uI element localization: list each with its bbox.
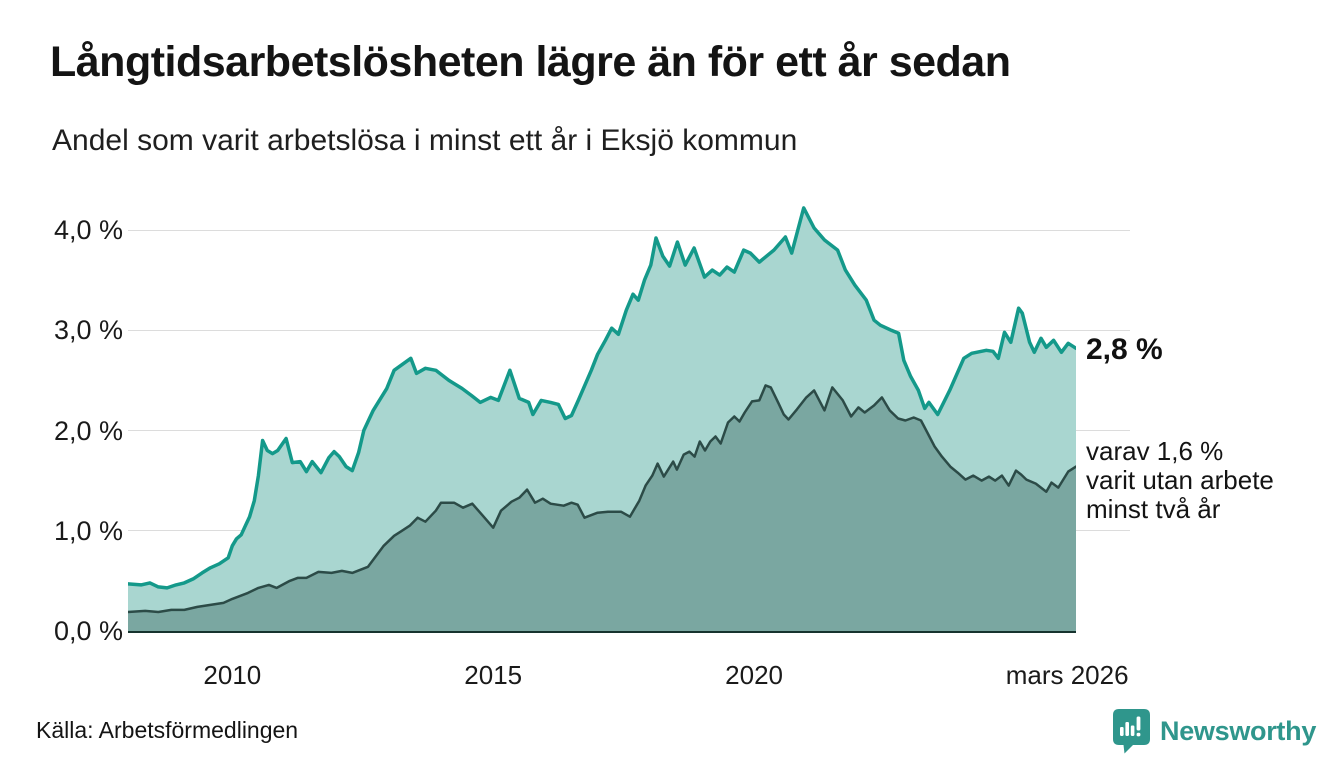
series-area-2 [128, 385, 1076, 631]
secondary-label-line2: varit utan arbete [1086, 465, 1274, 495]
latest-value-label: 2,8 % [1086, 333, 1163, 366]
newsworthy-bubble-chart-icon [1112, 708, 1151, 754]
x-axis-tick-label: mars 2026 [1005, 660, 1129, 690]
x-axis-baseline [128, 630, 1076, 633]
secondary-series-label: varav 1,6 % varit utan arbete minst två … [1086, 437, 1274, 524]
newsworthy-wordmark: Newsworthy [1160, 715, 1317, 746]
unemployment-area-chart [128, 206, 1076, 631]
newsworthy-logo[interactable]: Newsworthy [1112, 708, 1316, 754]
series-line-2 [128, 384, 1076, 614]
secondary-label-line1: varav 1,6 % [1086, 436, 1224, 466]
x-axis-tick-label: 2020 [725, 660, 783, 690]
page-subtitle: Andel som varit arbetslösa i minst ett å… [52, 124, 798, 157]
secondary-label-line3: minst två år [1086, 494, 1221, 524]
series-line-1 [128, 206, 1076, 590]
y-axis-tick-label: 0,0 % [53, 616, 123, 646]
page-title: Långtidsarbetslösheten lägre än för ett … [50, 38, 1011, 86]
x-axis-tick-label: 2015 [464, 660, 523, 690]
x-axis-tick-label: 2010 [203, 660, 262, 690]
source-note: Källa: Arbetsförmedlingen [36, 717, 299, 743]
y-axis-tick-label: 2,0 % [53, 415, 123, 446]
y-axis-tick-label: 4,0 % [53, 215, 123, 245]
y-axis-tick-label: 1,0 % [53, 515, 123, 546]
y-gridline [128, 229, 1130, 231]
y-axis-tick-label: 3,0 % [53, 315, 123, 346]
